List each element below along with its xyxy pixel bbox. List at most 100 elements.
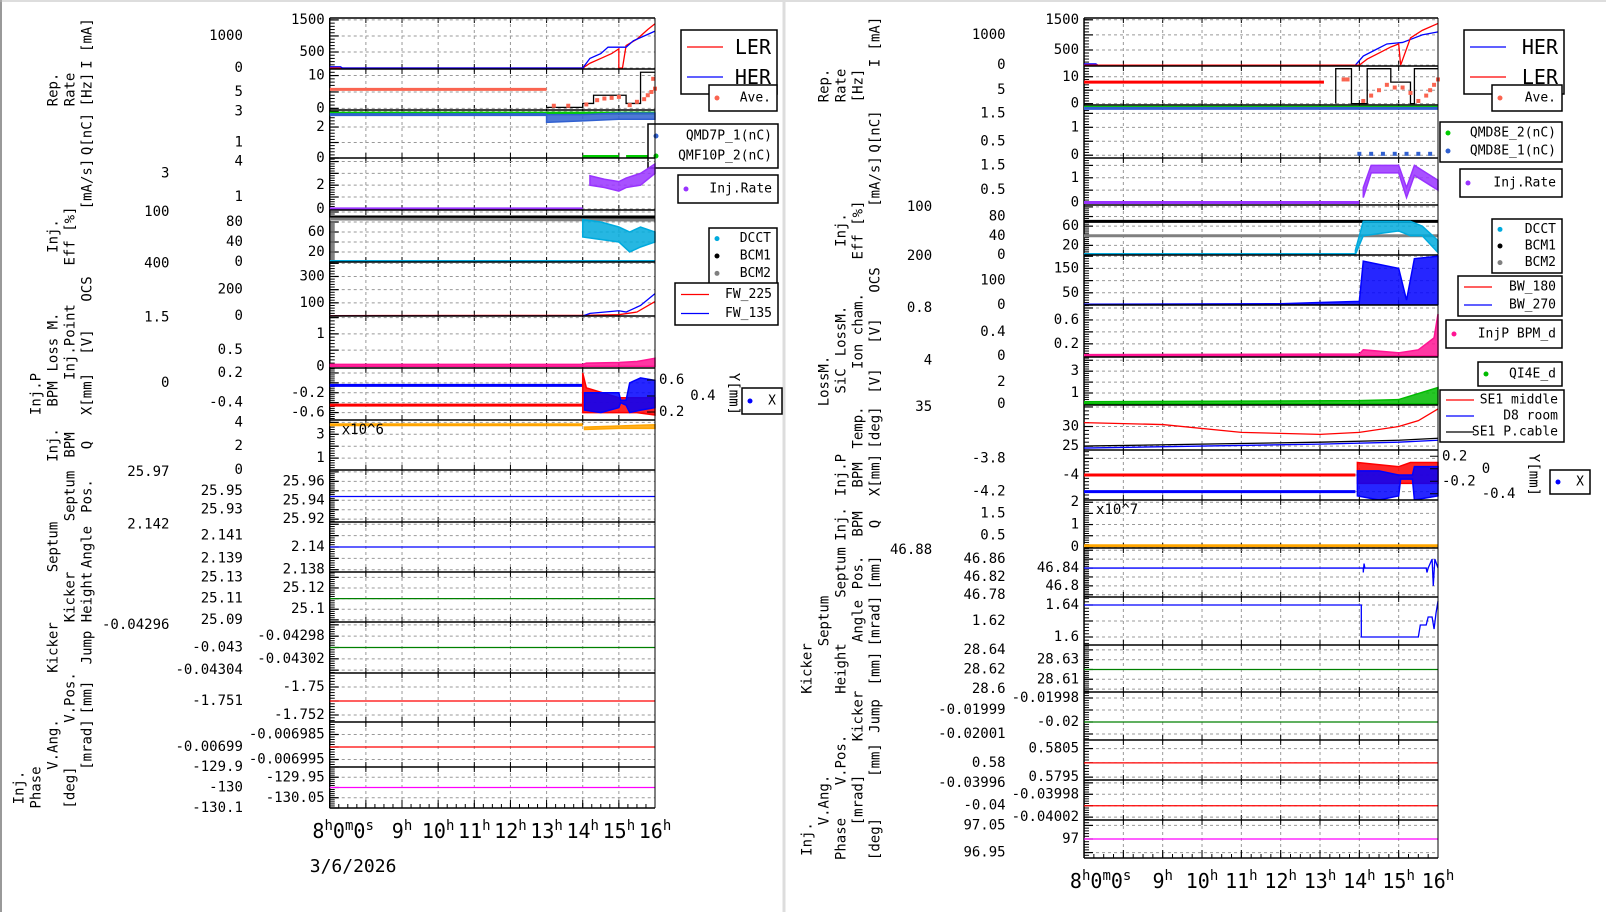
y-axis-label: Height	[834, 643, 850, 694]
y-axis-label: V.Ang.	[46, 719, 62, 770]
panel: QMD8E_2(nC) QMD8E_1(nC)	[1083, 104, 1563, 163]
y-tick-label: -0.006995	[249, 752, 325, 768]
y-tick-label: 0	[316, 150, 324, 166]
series-group	[1084, 408, 1439, 449]
y-axis-label: Rate	[63, 73, 79, 107]
legend-label: FW_225	[725, 287, 772, 302]
y-tick-label: 0	[234, 60, 242, 76]
y-axis-label: [mm]	[868, 556, 884, 590]
y-axis-label: [mA/s]	[868, 156, 884, 207]
legend-dot-marker	[714, 253, 720, 259]
series-qmd8e-1-low-point	[1404, 151, 1409, 156]
y-tick-label: 0.58	[972, 755, 1006, 771]
right-y-tick-label: -0.2	[1442, 473, 1476, 489]
series-inj-rate-band-band	[589, 162, 656, 192]
y-tick-label: 0	[316, 100, 324, 116]
legend: InjP BPM_d	[1445, 319, 1563, 349]
series-group	[329, 111, 656, 158]
legend-dot-marker	[653, 133, 659, 139]
y-axis-label: Eff [%]	[851, 200, 867, 259]
legend-dot-marker	[1465, 180, 1471, 186]
series-ave--point	[584, 102, 589, 107]
y-tick-label: 35	[915, 399, 932, 415]
legend: FW_225 FW_135	[674, 282, 779, 326]
series-group	[329, 372, 656, 416]
y-tick-label: 4	[924, 352, 932, 368]
y-tick-label: 97	[1062, 831, 1079, 847]
series-ler-line	[1084, 22, 1439, 66]
y-axis-label: Kicker	[800, 643, 816, 694]
y-tick-label: 1	[1071, 517, 1079, 533]
y-tick-label: -1.75	[283, 679, 325, 695]
panel: Ave.	[1083, 65, 1563, 112]
y-tick-label: 2	[234, 438, 242, 454]
y-axis-label: [mm]	[868, 743, 884, 777]
y-tick-label: 100	[299, 295, 324, 311]
y-tick-label: 0.5	[980, 182, 1005, 198]
y-tick-label: 300	[299, 268, 324, 284]
series-fw-225-line	[329, 300, 656, 316]
y-axis-label: OCS	[80, 276, 96, 301]
y-tick-label: 0.2	[218, 365, 243, 381]
y-tick-label: 40	[226, 234, 243, 250]
y-tick-label: 500	[299, 44, 324, 60]
y-tick-label: 3	[234, 104, 242, 120]
y-tick-label: 0.5805	[1028, 741, 1079, 757]
y-tick-label: 0	[1071, 539, 1079, 555]
panel	[1083, 596, 1439, 645]
y-axis-label: Kicker	[46, 622, 62, 673]
series-ave--point	[1400, 85, 1405, 90]
y-axis-label: BPM	[63, 432, 79, 457]
series-se1-middle-line	[1084, 408, 1439, 435]
y-axis-label: Septum	[46, 522, 62, 573]
y-tick-label: 25	[1062, 438, 1079, 454]
y-tick-label: 200	[218, 282, 243, 298]
series-group	[1084, 105, 1438, 156]
series-ave--point	[649, 89, 654, 94]
y-tick-label: -0.043	[192, 640, 243, 656]
y-axis-label: Inj.	[834, 213, 850, 247]
y-axis-label: Jump	[80, 631, 96, 665]
y-tick-label: 2	[1071, 494, 1079, 510]
panel	[1083, 644, 1439, 692]
panel	[1083, 819, 1439, 859]
y-axis-label: Inj.	[12, 771, 28, 805]
panel: x10^7	[1083, 499, 1439, 548]
legend-label: InjP BPM_d	[1478, 327, 1556, 342]
y-tick-label: -4	[1062, 467, 1079, 483]
series-inj-rate-band-band	[1362, 164, 1439, 200]
legend-box	[1463, 29, 1565, 95]
y-tick-label: 25.96	[283, 473, 325, 489]
series-ave--point	[609, 95, 614, 100]
y-tick-label: 25.97	[127, 464, 169, 480]
y-tick-label: 1	[1071, 170, 1079, 186]
legend-label: X	[768, 394, 776, 409]
y-tick-label: 2.139	[201, 550, 243, 566]
y-tick-label: 28.63	[1037, 652, 1079, 668]
series-group	[1084, 164, 1439, 205]
series-ave--point	[642, 97, 647, 102]
y-tick-label: 28.6	[972, 681, 1006, 697]
y-axis-label: Temp.	[851, 406, 867, 448]
y-tick-label: 1.5	[980, 505, 1005, 521]
y-tick-label: -3.8	[972, 450, 1006, 466]
y-tick-label: 3	[1071, 363, 1079, 379]
y-tick-label: 0.5	[218, 342, 243, 358]
y-tick-label: 0	[316, 201, 324, 217]
x-tick-label: 9h	[392, 818, 412, 843]
y-axis-label: Q	[80, 441, 96, 449]
y-axis-label: Inj.	[834, 507, 850, 541]
series-septum-pos--line	[1084, 558, 1439, 586]
series-qmd8e-1-low-point	[1380, 151, 1385, 156]
y-tick-label: -0.04302	[257, 651, 324, 667]
y-axis-label: Rate	[834, 69, 850, 103]
series-ave--point	[1361, 98, 1366, 103]
y-tick-label: 0.5795	[1028, 769, 1079, 785]
panel	[1083, 691, 1439, 740]
y-axis-label: Loss M.	[46, 312, 62, 371]
legend-label: Ave.	[1525, 91, 1556, 106]
y-tick-label: 150	[1054, 260, 1079, 276]
